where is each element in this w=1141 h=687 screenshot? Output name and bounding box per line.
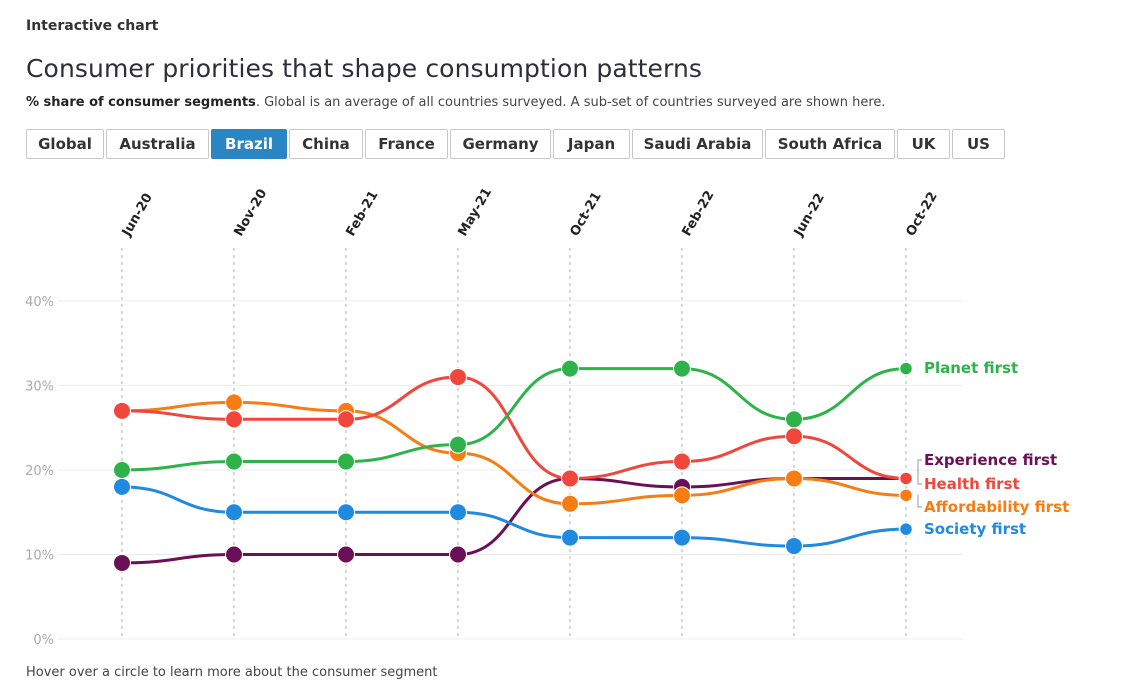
data-point-society-first[interactable] [337, 503, 355, 522]
series-line-affordability-first [121, 400, 907, 506]
data-point-experience-first[interactable] [113, 553, 131, 572]
tab-france[interactable]: France [365, 129, 448, 159]
data-point-experience-first[interactable] [337, 545, 355, 564]
tab-brazil[interactable]: Brazil [211, 129, 287, 159]
x-tick-label: Oct-21 [567, 190, 604, 239]
x-tick-label: Jun-20 [119, 191, 156, 240]
data-point-health-first[interactable] [337, 410, 355, 429]
data-point-society-first[interactable] [449, 503, 467, 522]
data-point-planet-first[interactable] [673, 359, 691, 378]
x-tick-label: Feb-22 [679, 188, 717, 239]
tab-us[interactable]: US [952, 129, 1005, 159]
data-point-health-first[interactable] [785, 427, 803, 446]
data-point-health-first[interactable] [225, 410, 243, 429]
data-point-health-first[interactable] [113, 401, 131, 420]
subtitle-rest: . Global is an average of all countries … [255, 95, 886, 110]
series-line-health-first [121, 375, 907, 480]
data-point-society-first[interactable] [898, 521, 914, 537]
tab-saudi-arabia[interactable]: Saudi Arabia [632, 129, 763, 159]
data-point-health-first[interactable] [449, 368, 467, 387]
data-point-planet-first[interactable] [225, 452, 243, 471]
data-point-society-first[interactable] [785, 537, 803, 556]
x-tick-label: Jun-22 [791, 191, 828, 240]
x-tick-label: Nov-20 [231, 187, 270, 239]
data-point-affordability-first[interactable] [785, 469, 803, 488]
series-line-society-first [121, 485, 907, 548]
data-point-planet-first[interactable] [561, 359, 579, 378]
data-point-planet-first[interactable] [337, 452, 355, 471]
data-point-society-first[interactable] [225, 503, 243, 522]
tab-japan[interactable]: Japan [553, 129, 630, 159]
data-point-society-first[interactable] [113, 477, 131, 496]
x-tick-label: May-21 [455, 185, 495, 239]
data-point-experience-first[interactable] [225, 545, 243, 564]
label-bracket [917, 495, 922, 508]
y-tick-label: 40% [25, 295, 54, 310]
y-tick-label: 20% [25, 464, 54, 479]
data-point-health-first[interactable] [673, 452, 691, 471]
y-tick-label: 10% [25, 549, 54, 564]
label-bracket [917, 459, 922, 485]
series-points [113, 359, 914, 572]
data-point-planet-first[interactable] [113, 461, 131, 479]
data-point-planet-first[interactable] [785, 410, 803, 429]
tab-australia[interactable]: Australia [106, 129, 209, 159]
x-tick-label: Oct-22 [903, 190, 940, 239]
data-point-affordability-first[interactable] [225, 393, 243, 412]
data-point-experience-first[interactable] [449, 545, 467, 564]
data-point-society-first[interactable] [561, 528, 579, 547]
subtitle-bold: % share of consumer segments [26, 95, 256, 110]
footnote: Hover over a circle to learn more about … [26, 665, 438, 680]
chart-title: Consumer priorities that shape consumpti… [26, 54, 703, 83]
data-point-health-first[interactable] [898, 471, 914, 486]
chart-kicker: Interactive chart [26, 18, 159, 34]
data-point-society-first[interactable] [673, 528, 691, 547]
tab-global[interactable]: Global [26, 129, 104, 159]
x-tick-label: Feb-21 [343, 188, 381, 239]
chart-subtitle: % share of consumer segments. Global is … [26, 95, 886, 110]
data-point-planet-first[interactable] [898, 361, 914, 376]
y-tick-label: 0% [33, 633, 54, 648]
series-label-society-first: Society first [924, 520, 1026, 538]
tab-south-africa[interactable]: South Africa [765, 129, 895, 159]
tab-germany[interactable]: Germany [450, 129, 551, 159]
data-point-health-first[interactable] [561, 469, 579, 488]
tab-uk[interactable]: UK [897, 129, 950, 159]
data-point-affordability-first[interactable] [898, 488, 914, 503]
tab-china[interactable]: China [289, 129, 363, 159]
line-chart: 0% 10% 20% 30% 40% Jun-20 Nov-20 Feb-21 May-21 Oc… [25, 185, 1069, 648]
series-label-affordability-first: Affordability first [924, 498, 1069, 516]
series-label-experience-first: Experience first [924, 451, 1057, 469]
data-point-affordability-first[interactable] [673, 486, 691, 505]
y-tick-label: 30% [25, 380, 54, 395]
series-label-health-first: Health first [924, 475, 1020, 493]
series-label-planet-first: Planet first [924, 359, 1018, 377]
data-point-affordability-first[interactable] [561, 494, 579, 513]
data-point-planet-first[interactable] [449, 435, 467, 454]
